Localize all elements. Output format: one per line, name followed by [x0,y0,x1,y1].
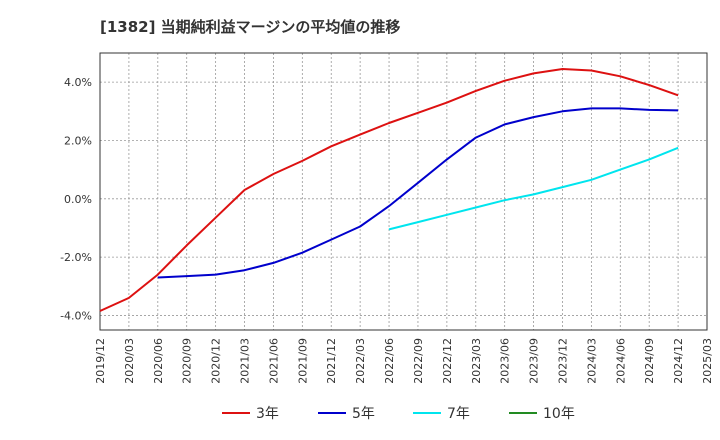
x-tick-label: 2024/12 [672,338,685,384]
x-tick-label: 2021/12 [325,338,338,384]
legend-label: 5年 [352,406,375,422]
series-line [99,68,679,312]
y-tick-label: 0.0% [64,193,92,206]
y-axis: -4.0% -2.0% 0.0% 2.0% 4.0% [60,76,92,322]
plot-area [99,52,708,331]
x-tick-label: 2022/12 [441,338,454,384]
legend-label: 3年 [256,406,279,422]
x-tick-label: 2024/06 [614,338,627,384]
x-tick-label: 2024/09 [643,338,656,384]
x-tick-label: 2019/12 [94,338,107,384]
x-tick-label: 2021/06 [267,338,280,384]
x-tick-label: 2023/03 [470,338,483,384]
y-tick-label: 2.0% [64,134,92,147]
y-tick-label: -2.0% [60,251,92,264]
series-group [99,68,679,312]
x-tick-label: 2020/03 [123,338,136,384]
y-tick-label: -4.0% [60,309,92,322]
y-tick-label: 4.0% [64,76,92,89]
x-tick-label: 2021/09 [296,338,309,384]
x-tick-label: 2023/06 [499,338,512,384]
series-line [388,146,679,231]
x-tick-label: 2020/09 [181,338,194,384]
x-tick-label: 2022/09 [412,338,425,384]
grid [100,53,707,330]
x-tick-label: 2025/03 [701,338,714,384]
legend-label: 7年 [447,406,470,422]
legend-label: 10年 [543,406,575,422]
x-axis: 2019/12 2020/03 2020/06 2020/09 2020/12 2021/… [94,338,714,384]
legend: 3年 5年 7年 10年 [222,406,575,422]
x-tick-label: 2020/12 [210,338,223,384]
x-tick-label: 2021/03 [239,338,252,384]
x-tick-label: 2023/09 [528,338,541,384]
chart-title: [1382] 当期純利益マージンの平均値の推移 [100,18,400,36]
x-tick-label: 2024/03 [585,338,598,384]
x-tick-label: 2023/12 [556,338,569,384]
x-tick-label: 2020/06 [152,338,165,384]
x-tick-label: 2022/06 [383,338,396,384]
series-line [157,107,679,279]
x-tick-label: 2022/03 [354,338,367,384]
